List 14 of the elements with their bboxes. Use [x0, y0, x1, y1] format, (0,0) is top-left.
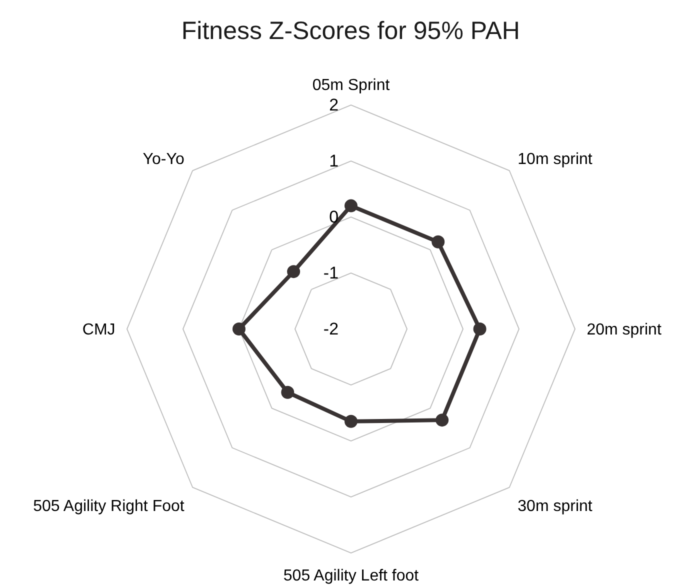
chart-title: Fitness Z-Scores for 95% PAH: [181, 16, 520, 45]
spoke-label: CMJ: [82, 322, 116, 339]
spoke-label: 30m sprint: [518, 498, 593, 515]
spoke-label: 20m sprint: [586, 322, 662, 339]
y-tick-label: 2: [329, 96, 339, 115]
spoke-label: 505 Agility Left foot: [283, 568, 420, 585]
spoke-label: Yo-Yo: [142, 151, 184, 168]
y-tick-label: -2: [323, 320, 339, 339]
y-tick-label: 1: [329, 152, 339, 171]
spoke-label: 505 Agility Right Foot: [33, 498, 185, 515]
y-tick-label: -1: [323, 264, 339, 283]
y-tick-label: 0: [329, 208, 339, 227]
spoke-label: 10m sprint: [518, 151, 593, 168]
spoke-label: 05m Sprint: [312, 77, 390, 94]
